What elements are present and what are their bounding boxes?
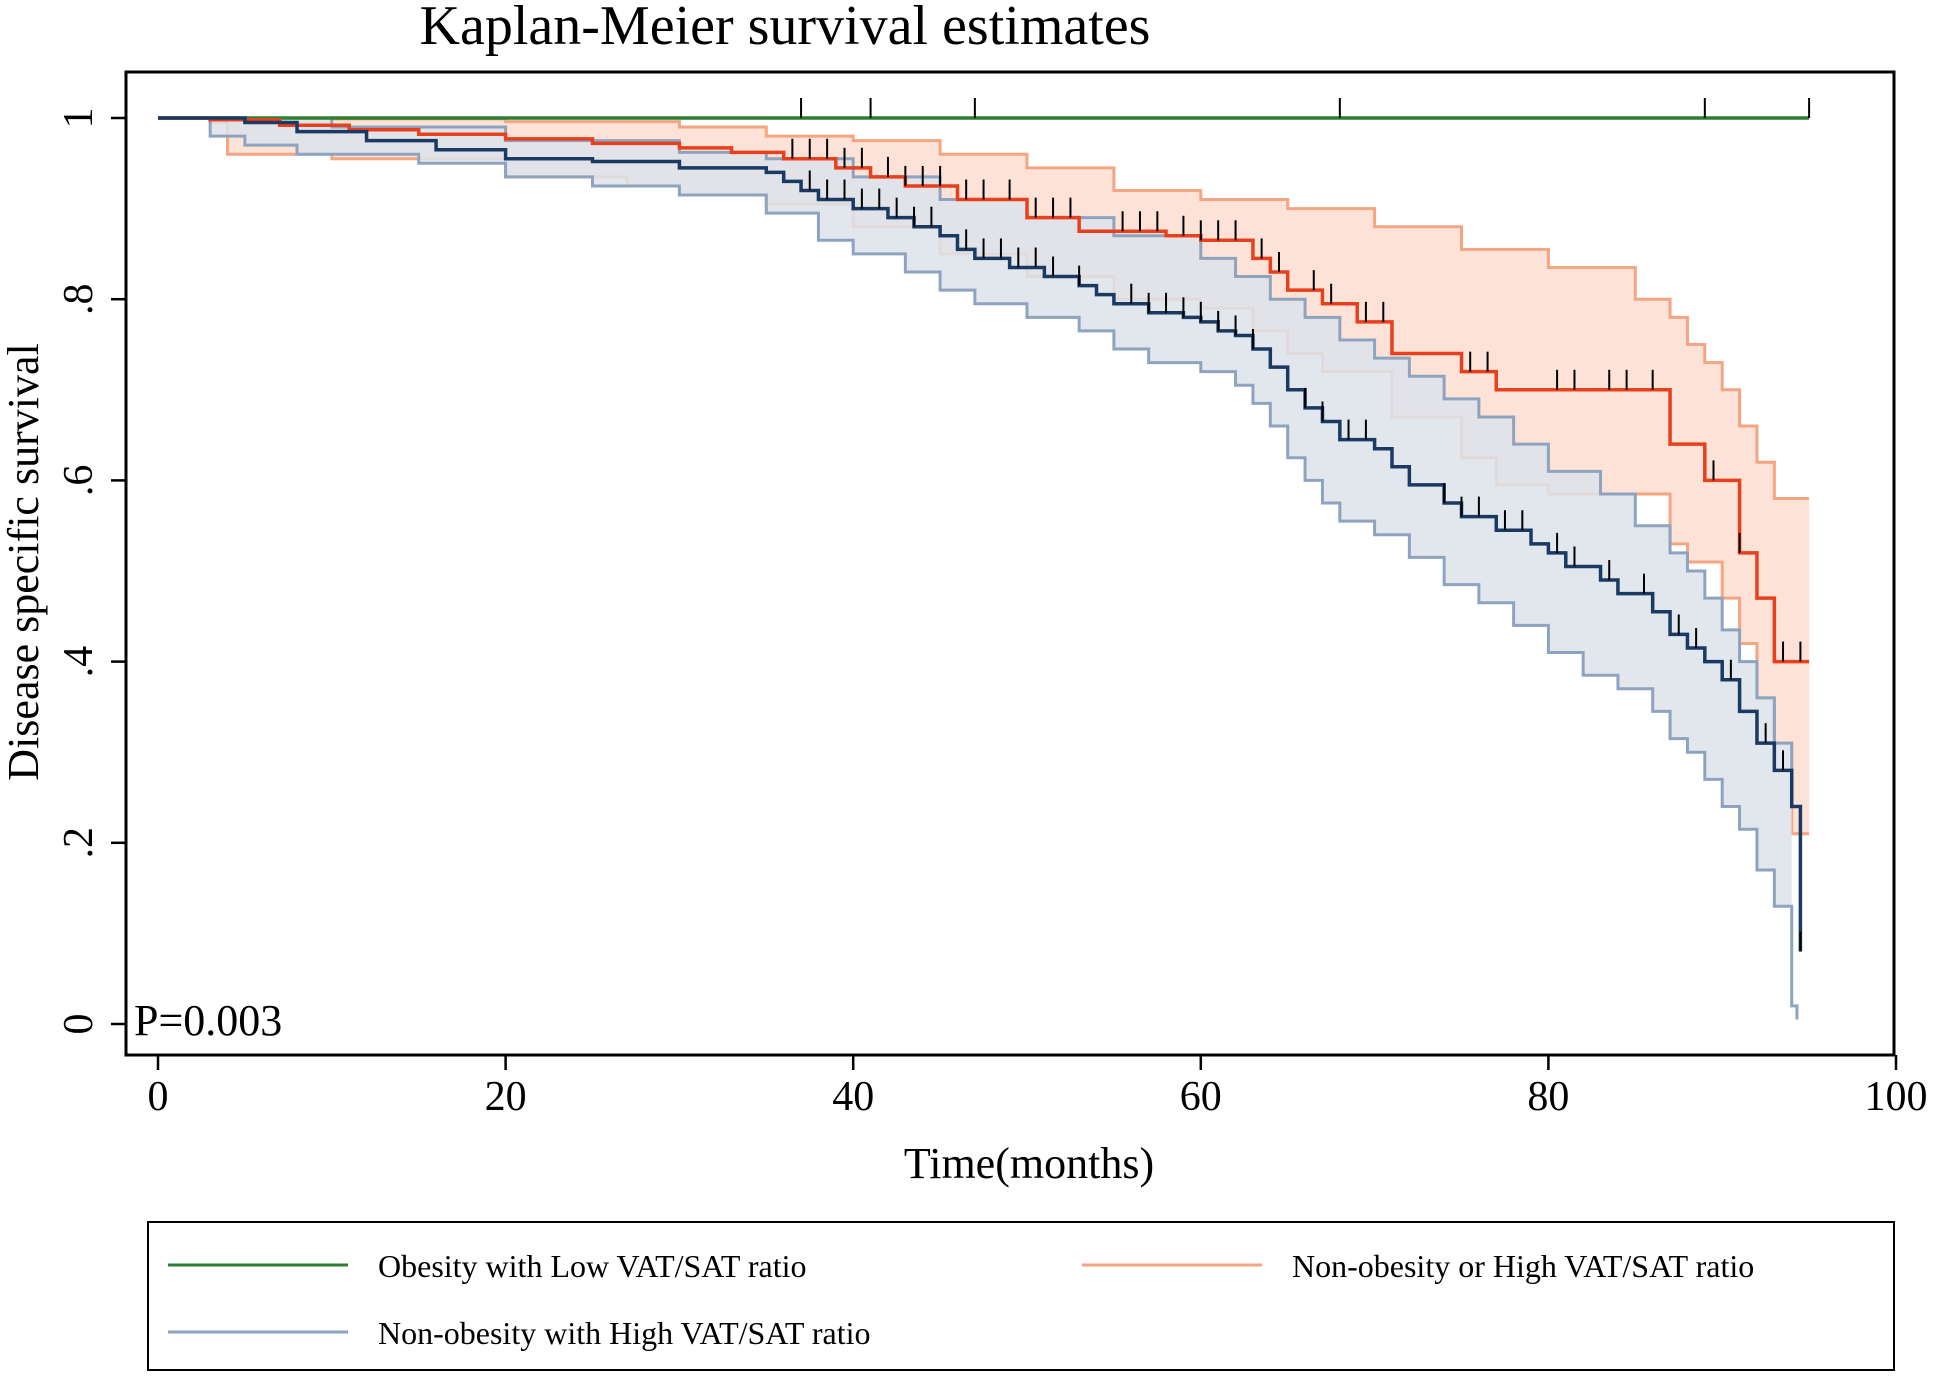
y-axis: 0 .2 .4 .6 .8 1 <box>56 108 126 1035</box>
y-tick-label: .8 <box>56 283 102 315</box>
x-tick-label: 40 <box>832 1074 874 1120</box>
x-tick-label: 100 <box>1865 1074 1928 1120</box>
plot-frame <box>124 70 1896 1057</box>
legend-item-nonobesity-or-high: Non-obesity or High VAT/SAT ratio <box>1082 1248 1754 1284</box>
legend-label: Non-obesity with High VAT/SAT ratio <box>378 1315 870 1351</box>
legend-label: Non-obesity or High VAT/SAT ratio <box>1292 1248 1754 1284</box>
censor-marks <box>791 98 1811 952</box>
legend-item-nonobesity-high: Non-obesity with High VAT/SAT ratio <box>168 1315 870 1351</box>
x-axis: 0 20 40 60 80 100 <box>148 1055 1928 1120</box>
legend-box <box>147 1221 1895 1371</box>
band-upper-2 <box>158 116 1794 780</box>
x-tick-label: 80 <box>1527 1074 1569 1120</box>
y-tick-label: 0 <box>56 1014 102 1035</box>
x-tick-label: 0 <box>148 1074 169 1120</box>
legend-label: Obesity with Low VAT/SAT ratio <box>378 1248 806 1284</box>
y-tick-label: .2 <box>56 827 102 859</box>
x-axis-label: Time(months) <box>904 1139 1154 1188</box>
band-upper-1 <box>158 116 1810 501</box>
x-tick-label: 20 <box>485 1074 527 1120</box>
y-axis-label: Disease specific survival <box>0 343 48 780</box>
band-lower-2 <box>158 116 1799 1020</box>
y-tick-label: .6 <box>56 465 102 497</box>
p-value-annotation: P=0.003 <box>134 996 282 1045</box>
confidence-bands <box>158 116 1810 1020</box>
x-tick-label: 60 <box>1180 1074 1222 1120</box>
y-tick-label: 1 <box>56 108 102 129</box>
chart-title: Kaplan-Meier survival estimates <box>420 0 1151 57</box>
band-fill-1 <box>158 118 1810 834</box>
legend-item-obesity-low: Obesity with Low VAT/SAT ratio <box>168 1248 806 1284</box>
y-tick-label: .4 <box>56 646 102 678</box>
